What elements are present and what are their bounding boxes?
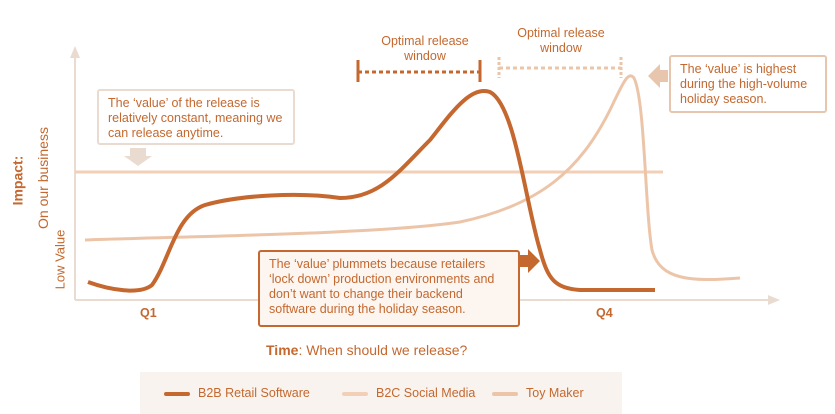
legend-item: B2C Social Media [342, 386, 475, 400]
legend-label: B2B Retail Software [198, 386, 310, 400]
window-label: Optimal release window [517, 26, 605, 55]
callout-arrow [520, 249, 540, 273]
legend-item: Toy Maker [492, 386, 584, 400]
legend-label: Toy Maker [526, 386, 584, 400]
y-subtitle: On our business [35, 127, 51, 229]
legend-swatch [492, 391, 518, 396]
y-axis-arrow [70, 46, 80, 58]
y-title-wrap: Impact: [8, 148, 28, 228]
legend-swatch [164, 391, 190, 396]
y-low-label: Low Value [52, 229, 68, 290]
b2b-curve [87, 88, 655, 293]
y-title: Impact: [9, 155, 26, 206]
x-title-bold: Time [266, 342, 299, 358]
window-label: Optimal release window [381, 34, 469, 63]
legend-swatch [342, 391, 368, 396]
x-title-rest: : When should we release? [298, 342, 468, 358]
x-end-label: Q4 [596, 306, 613, 320]
callout: The ‘value’ plummets because retailers ‘… [258, 250, 520, 327]
x-start-label: Q1 [140, 306, 157, 320]
x-axis-arrow [768, 295, 780, 305]
x-title: Time: When should we release? [266, 343, 467, 358]
toy-maker-curve [84, 74, 741, 281]
legend-item: B2B Retail Software [164, 386, 310, 400]
callout-arrow [124, 148, 152, 166]
callout: The ‘value’ is highest during the high-v… [669, 55, 827, 113]
callout-arrow [648, 64, 668, 88]
callout: The ‘value’ of the release is relatively… [97, 89, 295, 145]
legend-label: B2C Social Media [376, 386, 476, 400]
legend: B2B Retail Software B2C Social Media Toy… [140, 372, 622, 414]
